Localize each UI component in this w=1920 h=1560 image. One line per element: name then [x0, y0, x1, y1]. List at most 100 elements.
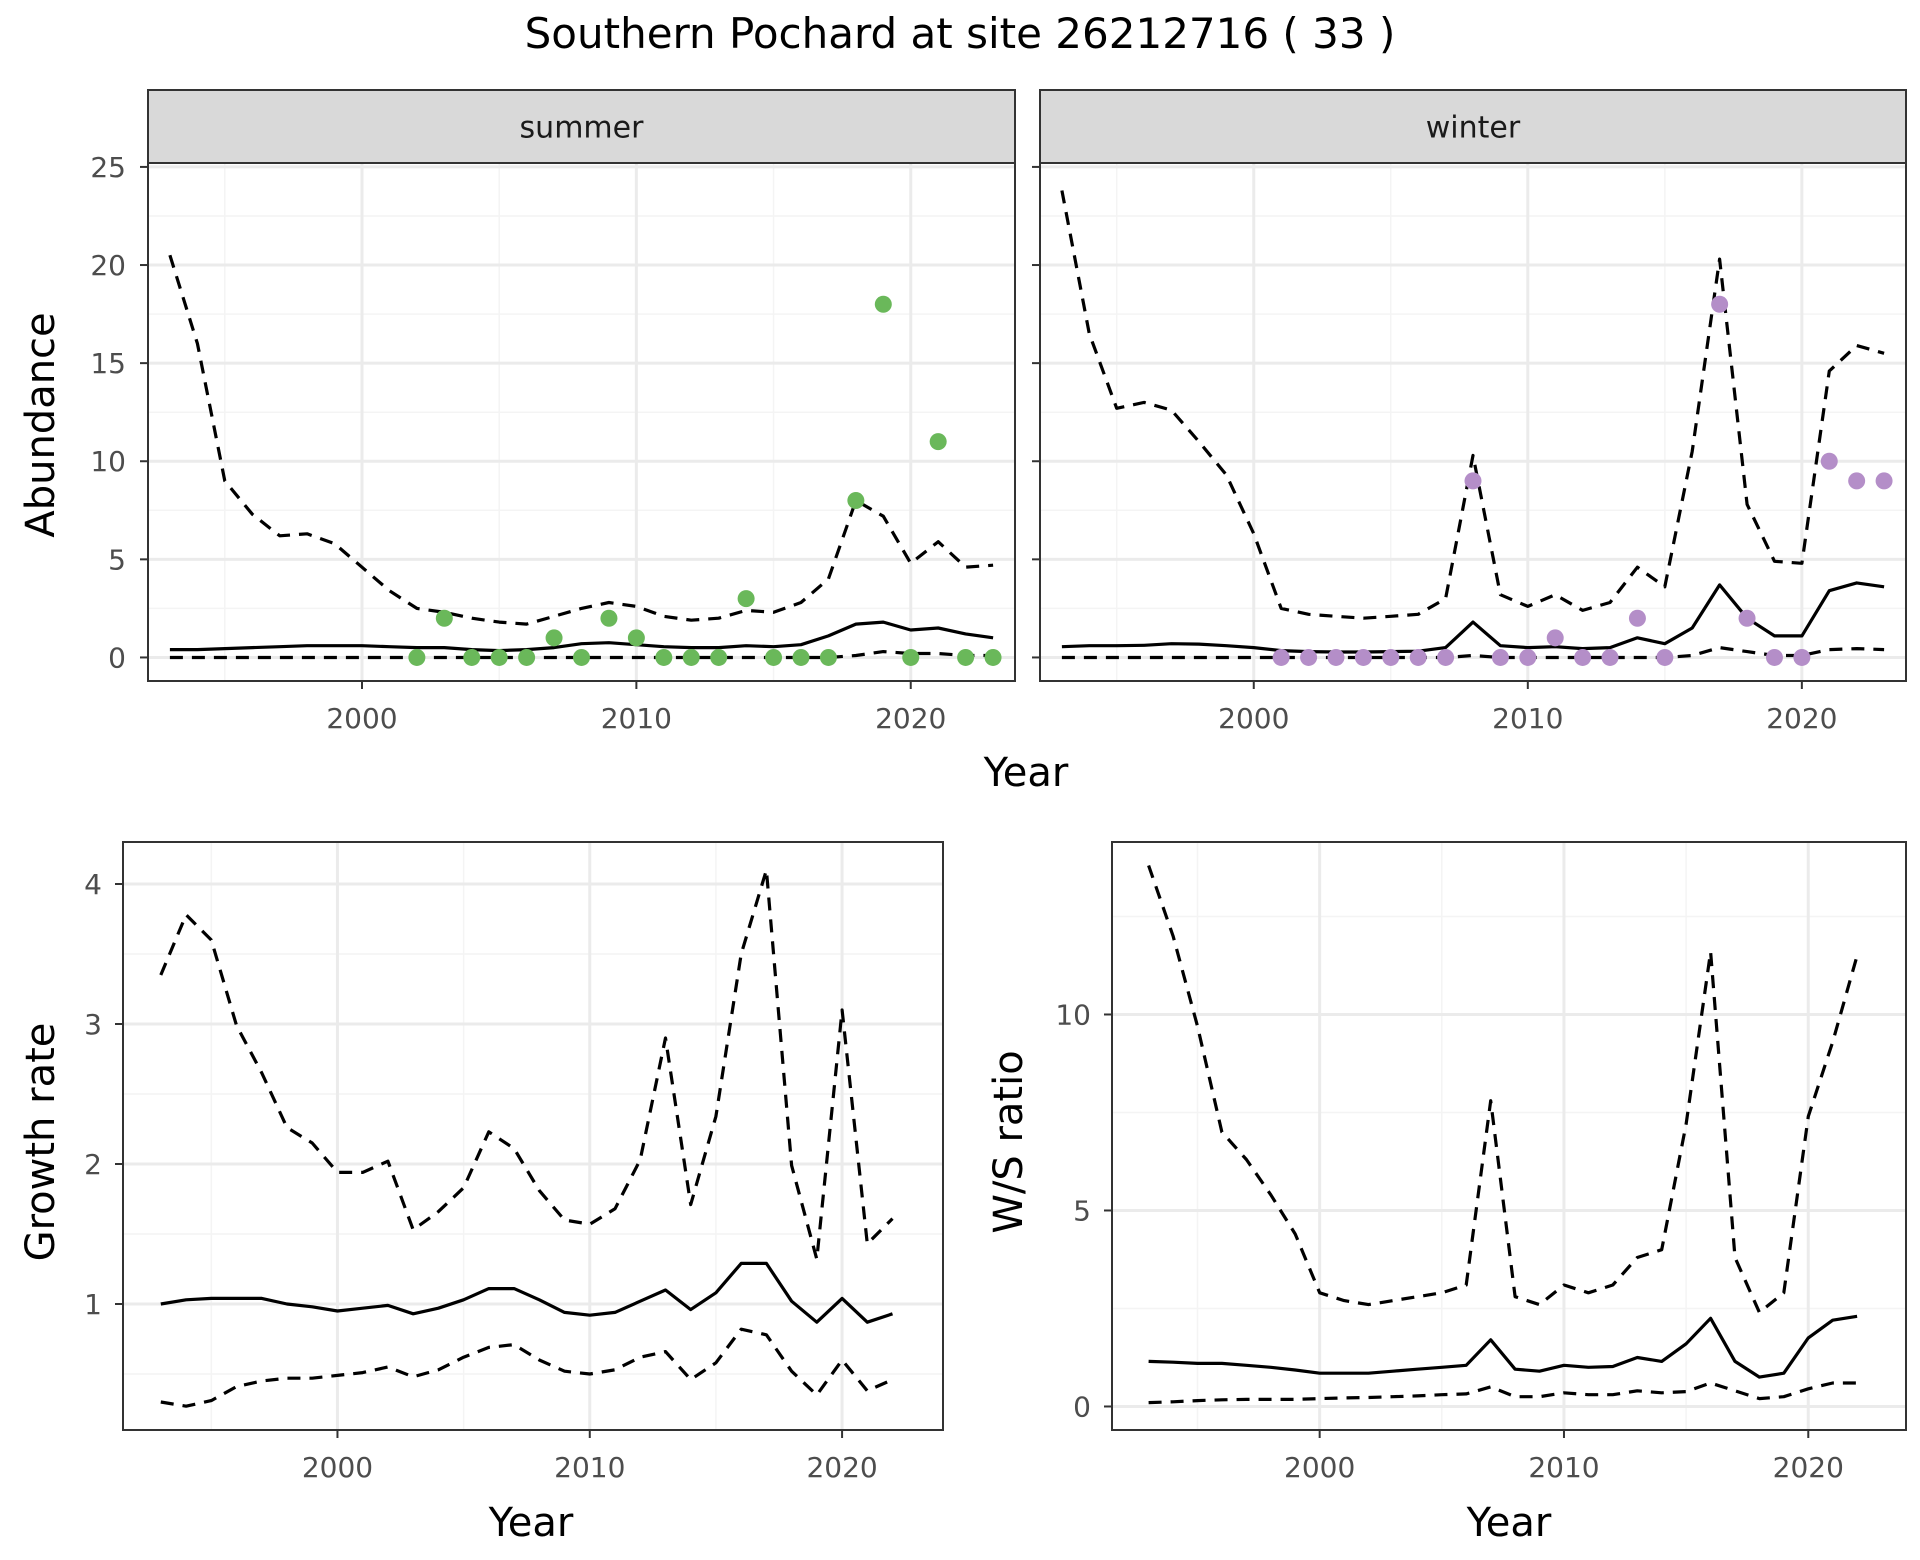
observed-point [984, 648, 1002, 666]
observed-point [1272, 648, 1290, 666]
lower-line [160, 1327, 894, 1408]
upper-line [1060, 190, 1885, 620]
observed-point [710, 648, 728, 666]
growth-x-axis-title: Year [488, 1500, 574, 1546]
observed-point [490, 648, 508, 666]
observed-point [847, 491, 865, 509]
observed-point [627, 629, 645, 647]
observed-point [957, 648, 975, 666]
observed-point [1656, 648, 1674, 666]
observed-point [1464, 472, 1482, 490]
y-tick-label: 4 [84, 868, 102, 901]
ratio-y-axis-title: W/S ratio [986, 1050, 1032, 1233]
upper-line [168, 254, 994, 626]
estimate-line [169, 620, 994, 653]
observed-point [682, 648, 700, 666]
observed-point [1875, 472, 1893, 490]
x-tick-label: 2020 [1766, 702, 1837, 735]
lower-line [1148, 1381, 1858, 1405]
y-tick-label: 5 [1073, 1194, 1091, 1227]
observed-point [545, 629, 563, 647]
upper-line [159, 868, 894, 1261]
y-tick-label: 25 [90, 151, 126, 184]
observed-point [435, 609, 453, 627]
observed-point [765, 648, 783, 666]
observed-point [408, 648, 426, 666]
observed-point [1382, 648, 1400, 666]
observed-point [1793, 648, 1811, 666]
plot-background [1112, 842, 1906, 1430]
observed-point [655, 648, 673, 666]
observed-point [1601, 648, 1619, 666]
y-tick-label: 10 [90, 445, 126, 478]
observed-point [929, 433, 947, 451]
figure-title: Southern Pochard at site 26212716 ( 33 ) [525, 9, 1396, 58]
observed-point [1820, 452, 1838, 470]
summer-panel: summer 2000 2010 2020 0 5 10 15 20 25 [90, 89, 1016, 735]
y-tick-label: 0 [108, 641, 126, 674]
x-tick-label: 2000 [302, 1451, 373, 1484]
observed-point [1574, 648, 1592, 666]
x-tick-label: 2010 [1492, 702, 1563, 735]
ratio-x-axis-title: Year [1466, 1500, 1552, 1546]
panel-border [1111, 841, 1907, 1431]
x-tick-label: 2000 [1284, 1451, 1355, 1484]
observed-point [1848, 472, 1866, 490]
observed-point [1519, 648, 1537, 666]
lower-line [169, 650, 994, 660]
top-y-axis-title: Abundance [18, 312, 64, 537]
observed-point [518, 648, 536, 666]
lower-line [1061, 646, 1885, 660]
facet-strip-label: summer [520, 111, 645, 146]
observed-point [1300, 648, 1318, 666]
y-tick-label: 0 [1073, 1390, 1091, 1423]
y-tick-label: 20 [90, 249, 126, 282]
y-tick-label: 1 [84, 1288, 102, 1321]
observed-point [737, 590, 755, 608]
observed-point [1491, 648, 1509, 666]
y-tick-label: 15 [90, 347, 126, 380]
top-x-axis-title: Year [983, 750, 1069, 796]
plot-background [123, 842, 943, 1430]
observed-point [1327, 648, 1345, 666]
observed-point [1546, 629, 1564, 647]
x-tick-label: 2020 [806, 1451, 877, 1484]
x-tick-label: 2000 [326, 702, 397, 735]
upper-line [1147, 864, 1859, 1314]
estimate-line [160, 1261, 894, 1324]
plot-background [1040, 163, 1906, 681]
panel-border [122, 841, 944, 1431]
growth-y-axis-title: Growth rate [18, 1023, 64, 1262]
facet-strip-label: winter [1426, 111, 1521, 146]
observed-point [463, 648, 481, 666]
y-tick-label: 5 [108, 543, 126, 576]
observed-point [1354, 648, 1372, 666]
y-tick-label: 3 [84, 1008, 102, 1041]
facet-strip [147, 89, 1016, 164]
x-tick-label: 2020 [875, 702, 946, 735]
observed-point [1628, 609, 1646, 627]
x-tick-label: 2010 [554, 1451, 625, 1484]
observed-point [1437, 648, 1455, 666]
observed-point [573, 648, 590, 666]
observed-point [1711, 295, 1729, 313]
ws-ratio-panel: 2000 2010 2020 0 5 10 [1055, 841, 1907, 1484]
observed-point [792, 648, 810, 666]
facet-strip [1039, 89, 1907, 164]
growth-rate-panel: 2000 2010 2020 1 2 3 4 [84, 841, 944, 1484]
x-tick-label: 2010 [601, 702, 672, 735]
estimate-line [1148, 1314, 1858, 1379]
observed-point [1409, 648, 1427, 666]
x-tick-label: 2010 [1528, 1451, 1599, 1484]
observed-point [819, 648, 837, 666]
y-tick-label: 10 [1055, 998, 1091, 1031]
plot-background [148, 163, 1015, 681]
observed-point [874, 295, 892, 313]
observed-point [1738, 609, 1756, 627]
observed-point [902, 648, 920, 666]
x-tick-label: 2000 [1218, 702, 1289, 735]
observed-point [600, 609, 618, 627]
winter-panel: winter 2000 2010 2020 [1032, 89, 1907, 735]
y-tick-label: 2 [84, 1148, 102, 1181]
